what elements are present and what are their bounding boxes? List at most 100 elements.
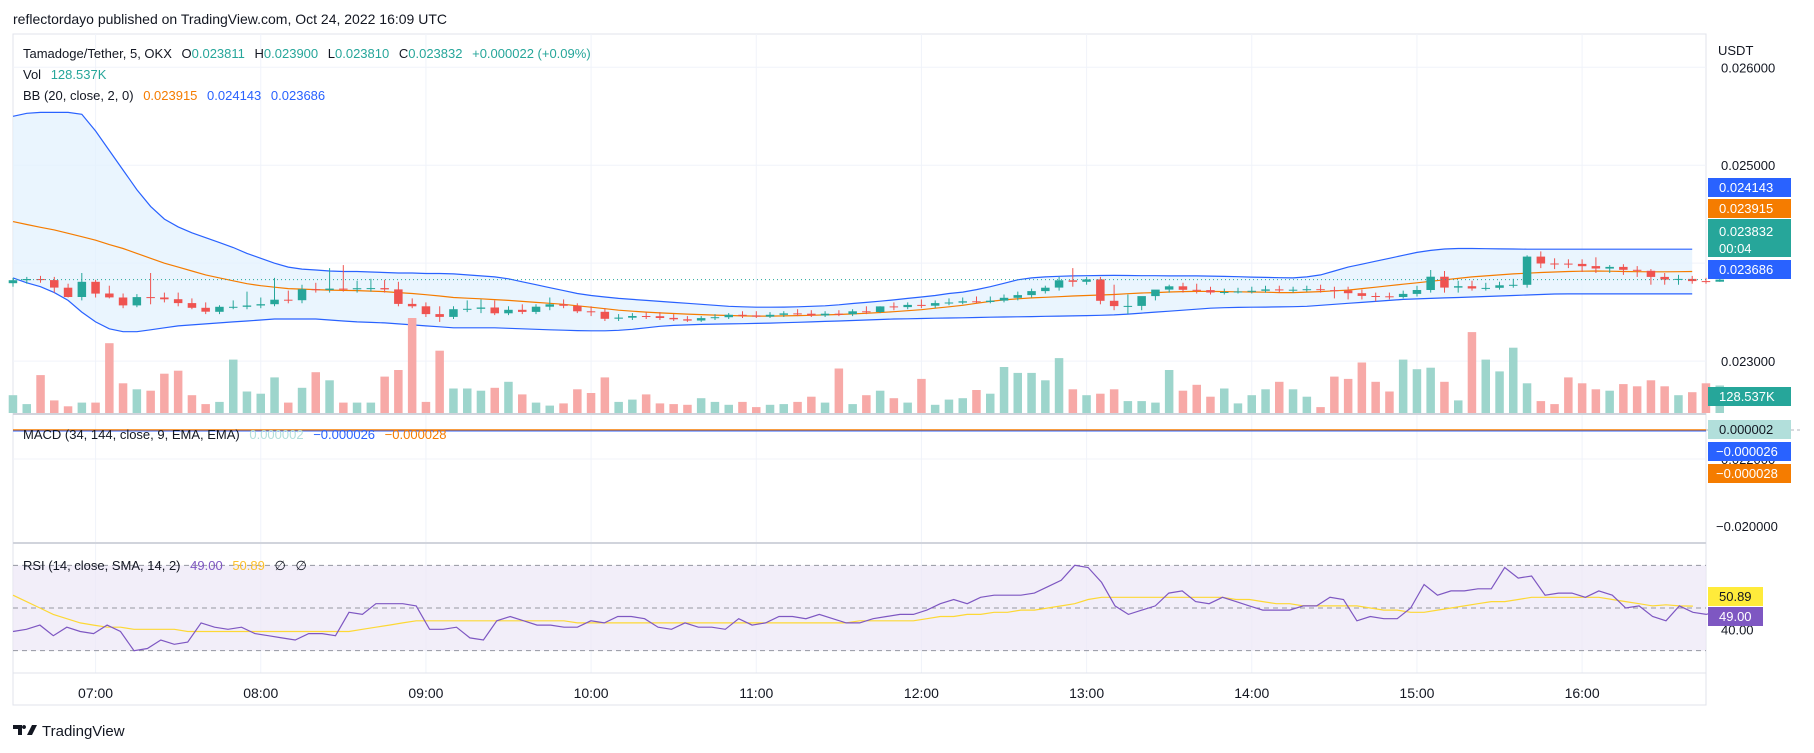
candle[interactable] (930, 300, 940, 309)
candle[interactable] (1233, 287, 1243, 294)
candle[interactable] (1481, 282, 1491, 291)
candle[interactable] (339, 265, 348, 292)
legend-ohlc[interactable]: Tamadoge/Tether, 5, OKX O0.023811 H0.023… (23, 46, 591, 61)
candle[interactable] (297, 284, 307, 304)
tradingview-logo[interactable]: TradingView (13, 723, 125, 740)
candle[interactable] (146, 273, 155, 305)
candle[interactable] (352, 280, 362, 293)
candle[interactable] (1646, 269, 1656, 285)
candle[interactable] (1701, 277, 1711, 284)
candle[interactable] (903, 302, 912, 310)
candle[interactable] (160, 292, 169, 303)
candle[interactable] (958, 297, 968, 305)
candle[interactable] (1330, 286, 1339, 299)
candle[interactable] (91, 279, 100, 298)
legend-volume[interactable]: Vol 128.537K (23, 67, 107, 82)
candle[interactable] (807, 310, 816, 317)
candle[interactable] (229, 300, 238, 310)
candle[interactable] (1454, 280, 1463, 293)
candle[interactable] (1082, 276, 1091, 285)
candle[interactable] (917, 299, 926, 309)
candle[interactable] (545, 297, 555, 311)
candle[interactable] (215, 305, 224, 315)
legend-macd[interactable]: MACD (34, 144, close, 9, EMA, EMA) 0.000… (23, 427, 447, 442)
candle[interactable] (36, 275, 45, 283)
candle[interactable] (325, 268, 334, 293)
candle[interactable] (1605, 265, 1614, 273)
candle[interactable] (834, 310, 844, 317)
candle[interactable] (504, 306, 513, 316)
candle[interactable] (1206, 286, 1215, 295)
candle[interactable] (1632, 266, 1642, 277)
candle[interactable] (449, 306, 458, 319)
candle[interactable] (1164, 284, 1174, 293)
candle[interactable] (628, 313, 637, 320)
candle[interactable] (600, 308, 610, 321)
candle[interactable] (614, 314, 623, 321)
candle[interactable] (1522, 255, 1532, 288)
candle[interactable] (641, 312, 651, 319)
candle[interactable] (1591, 257, 1601, 273)
legend-bollinger[interactable]: BB (20, close, 2, 0) 0.023915 0.024143 0… (23, 88, 325, 103)
candle[interactable] (586, 306, 596, 317)
candlesticks[interactable] (8, 251, 1724, 322)
candle[interactable] (1398, 290, 1408, 299)
candle[interactable] (380, 279, 389, 293)
candle[interactable] (683, 316, 692, 322)
candle[interactable] (201, 302, 210, 315)
candle[interactable] (738, 311, 747, 318)
candle[interactable] (1577, 259, 1587, 272)
candle[interactable] (1536, 251, 1546, 269)
candle[interactable] (1412, 285, 1422, 297)
candle[interactable] (655, 312, 665, 320)
candle[interactable] (435, 306, 444, 322)
candle[interactable] (1261, 285, 1270, 293)
candle[interactable] (1357, 289, 1367, 300)
candle[interactable] (944, 298, 954, 306)
candle[interactable] (1247, 286, 1257, 294)
candle[interactable] (793, 309, 802, 317)
candle[interactable] (862, 306, 871, 315)
candle[interactable] (1137, 296, 1146, 311)
candle[interactable] (284, 290, 293, 304)
candle[interactable] (1013, 291, 1023, 301)
candle[interactable] (1123, 294, 1133, 315)
candle[interactable] (1151, 289, 1160, 301)
candle[interactable] (820, 311, 830, 317)
candle[interactable] (724, 313, 734, 319)
candle[interactable] (407, 298, 417, 309)
candle[interactable] (1440, 271, 1449, 293)
candle[interactable] (22, 276, 32, 284)
candle[interactable] (1385, 292, 1394, 300)
candle[interactable] (559, 299, 568, 309)
candle[interactable] (1192, 283, 1202, 294)
candle[interactable] (1688, 275, 1697, 284)
candle[interactable] (986, 296, 995, 304)
candle[interactable] (132, 294, 142, 308)
candle[interactable] (848, 309, 857, 317)
candle[interactable] (531, 304, 541, 315)
candle[interactable] (1178, 282, 1188, 293)
candle[interactable] (1220, 288, 1229, 295)
candle[interactable] (463, 300, 472, 313)
candle[interactable] (187, 298, 197, 310)
candle[interactable] (669, 314, 678, 321)
time-axis[interactable]: 07:00 08:00 09:00 10:00 11:00 12:00 13:00 14:00… (78, 685, 1600, 701)
candle[interactable] (1054, 276, 1064, 291)
candle[interactable] (1564, 259, 1573, 269)
candle[interactable] (710, 314, 720, 320)
candle[interactable] (421, 302, 431, 317)
candle[interactable] (889, 302, 899, 311)
candle[interactable] (77, 273, 87, 301)
candle[interactable] (173, 292, 183, 307)
candle[interactable] (1302, 285, 1312, 292)
candle[interactable] (1674, 274, 1683, 285)
candle[interactable] (765, 312, 775, 318)
candle[interactable] (1495, 281, 1504, 290)
candle[interactable] (394, 281, 403, 307)
candle[interactable] (1343, 286, 1353, 300)
candle[interactable] (972, 296, 981, 304)
candle[interactable] (1371, 292, 1380, 302)
candle[interactable] (490, 300, 500, 316)
candle[interactable] (1275, 285, 1284, 293)
